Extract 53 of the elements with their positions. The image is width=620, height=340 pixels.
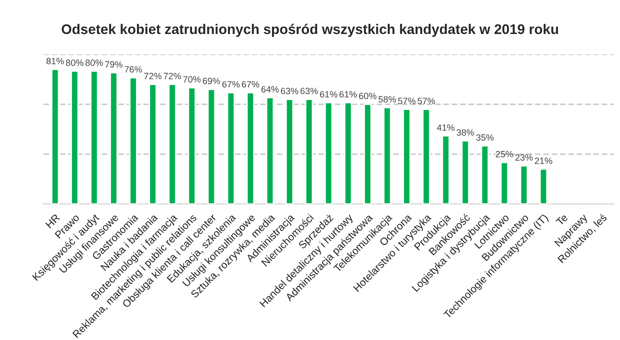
bar [402, 108, 411, 204]
data-label: 58% [378, 96, 396, 102]
bar [520, 165, 528, 204]
bar [266, 96, 274, 204]
data-label: 67% [222, 81, 240, 88]
bar [500, 162, 509, 204]
bar [344, 102, 352, 204]
bar [539, 168, 548, 204]
data-label: 64% [261, 86, 279, 93]
data-label: 21% [534, 158, 552, 164]
data-label: 61% [320, 91, 338, 98]
bar [285, 98, 294, 204]
data-label: 70% [183, 76, 201, 83]
bar [480, 145, 489, 204]
data-label: 60% [359, 92, 376, 100]
bar [324, 102, 333, 204]
bar [226, 92, 236, 204]
data-label: 25% [496, 150, 514, 158]
bar [246, 92, 255, 204]
data-label: 81% [46, 58, 64, 64]
bar [207, 88, 216, 204]
data-label: 80% [86, 60, 103, 66]
data-label: 57% [398, 98, 416, 104]
data-label: 67% [242, 81, 260, 88]
bar [461, 140, 470, 204]
data-label: 61% [340, 91, 357, 98]
bar [70, 70, 79, 204]
data-label: 35% [476, 134, 494, 141]
bar [148, 84, 157, 204]
chart-title: Odsetek kobiet zatrudnionych spośród wszystkich kandydatek w 2019 roku [62, 24, 558, 37]
data-label: 80% [66, 60, 84, 66]
bar [188, 86, 196, 204]
data-label: 69% [202, 78, 220, 84]
bar [304, 98, 314, 204]
bar [364, 104, 372, 204]
data-label: 63% [280, 88, 298, 94]
bar [90, 70, 98, 204]
data-label: 23% [515, 154, 533, 161]
data-label: 79% [105, 61, 122, 68]
data-label: 57% [418, 98, 435, 104]
bar [422, 108, 430, 204]
bar [110, 72, 118, 204]
bar [51, 68, 60, 204]
data-label: 38% [456, 129, 474, 136]
bar [168, 84, 176, 204]
data-label: 63% [300, 88, 318, 94]
data-label: 76% [124, 66, 142, 73]
bar [383, 106, 392, 204]
bar [442, 135, 450, 204]
data-label: 41% [436, 124, 455, 131]
data-label: 72% [144, 72, 162, 80]
bar [129, 76, 138, 204]
data-label: 72% [164, 72, 182, 80]
